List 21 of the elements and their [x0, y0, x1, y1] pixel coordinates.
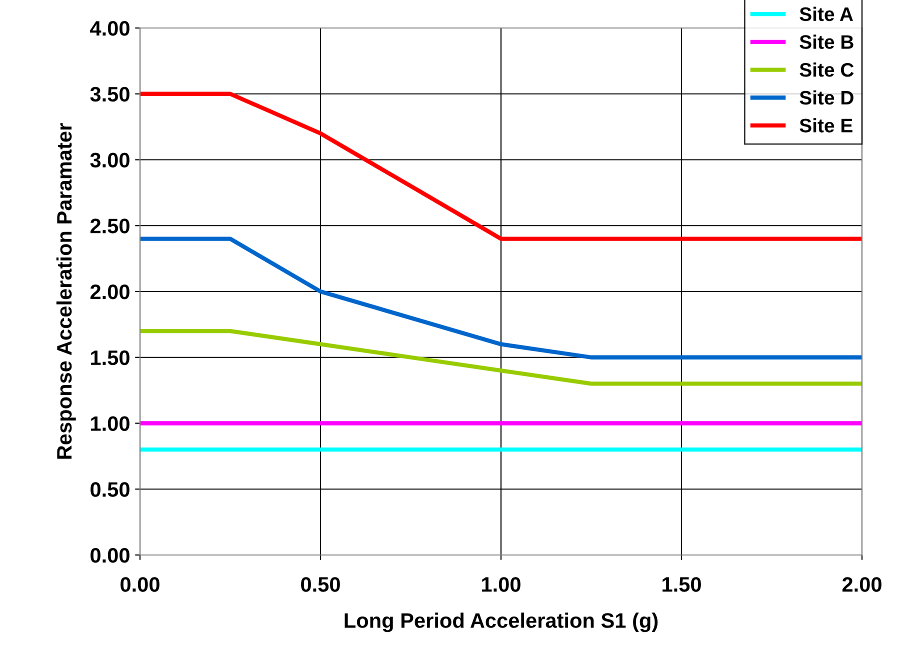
legend-label: Site E	[800, 118, 852, 132]
y-tick-label: 3.00	[90, 152, 130, 168]
x-tick-label: 2.00	[842, 577, 882, 592]
y-tick-label: 2.00	[90, 284, 130, 300]
y-tick-label: 3.50	[90, 86, 130, 102]
legend-label: Site C	[800, 62, 854, 77]
y-tick-label: 0.50	[90, 482, 130, 497]
y-tick-label: 1.50	[91, 350, 130, 366]
x-tick-label: 0.00	[120, 577, 160, 592]
x-tick-label: 0.50	[301, 577, 340, 592]
legend-label: Site A	[800, 6, 853, 22]
y-tick-label: 4.00	[90, 21, 130, 36]
y-tick-label: 1.00	[91, 416, 130, 432]
y-axis-title: Response Acceleration Paramater	[56, 123, 76, 459]
x-axis-title: Long Period Acceleration S1 (g)	[344, 612, 658, 632]
x-tick-label: 1.00	[482, 577, 520, 592]
y-tick-label: 0.00	[90, 548, 130, 563]
y-tick-label: 2.50	[90, 218, 130, 234]
legend-label: Site D	[800, 90, 854, 105]
legend-label: Site B	[800, 34, 854, 49]
x-tick-label: 1.50	[662, 577, 701, 592]
